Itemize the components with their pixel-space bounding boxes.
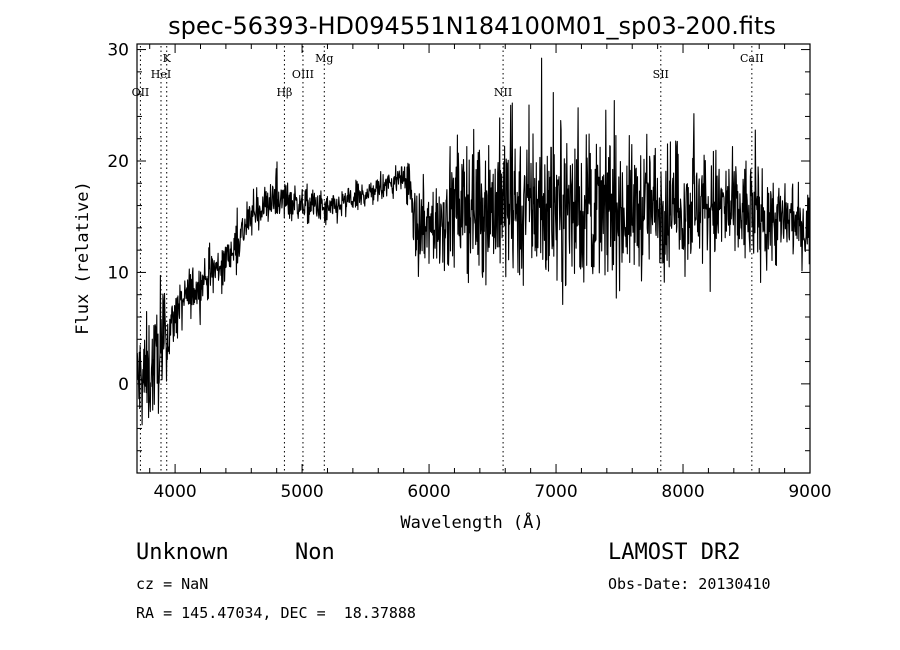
coordinates-text: RA = 145.47034, DEC = 18.37888 (136, 604, 416, 622)
survey-label: LAMOST DR2 (608, 540, 741, 565)
line-label-Mg: Mg (315, 52, 333, 65)
chart-title: spec-56393-HD094551N184100M01_sp03-200.f… (168, 12, 776, 40)
line-label-NII: NII (494, 86, 512, 99)
y-tick-label: 30 (107, 41, 129, 61)
line-label-K: K (163, 52, 172, 65)
line-label-HeI: HeI (151, 68, 171, 81)
line-label-OIII: OIII (292, 68, 314, 81)
line-label-Hβ: Hβ (276, 86, 292, 99)
y-tick-label: 20 (107, 152, 129, 172)
x-axis-label: Wavelength (Å) (400, 511, 543, 533)
y-tick-label: 10 (107, 263, 129, 283)
x-tick-label: 5000 (280, 482, 323, 502)
spectrum-line (137, 57, 810, 426)
x-tick-label: 7000 (534, 482, 577, 502)
subclass-label: Non (295, 540, 335, 565)
line-label-OII: OII (132, 86, 150, 99)
x-tick-label: 9000 (788, 482, 831, 502)
y-axis-tick-labels: 0 10 20 30 (107, 41, 129, 395)
x-axis-tick-labels: 4000 5000 6000 7000 8000 9000 (153, 482, 831, 502)
x-tick-label: 6000 (407, 482, 450, 502)
x-axis-ticks (149, 44, 811, 473)
y-axis-label: Flux (relative) (73, 181, 93, 335)
class-label: Unknown (136, 540, 229, 565)
y-axis-ticks (137, 49, 810, 452)
line-label-CaII: CaII (740, 52, 764, 65)
y-tick-label: 0 (118, 375, 129, 395)
plot-frame (136, 43, 811, 474)
x-tick-label: 8000 (661, 482, 704, 502)
obs-date-text: Obs-Date: 20130410 (608, 575, 771, 593)
redshift-text: cz = NaN (136, 575, 209, 593)
x-tick-label: 4000 (153, 482, 196, 502)
line-label-SII: SII (653, 68, 669, 81)
emission-line-markers (139, 46, 753, 471)
